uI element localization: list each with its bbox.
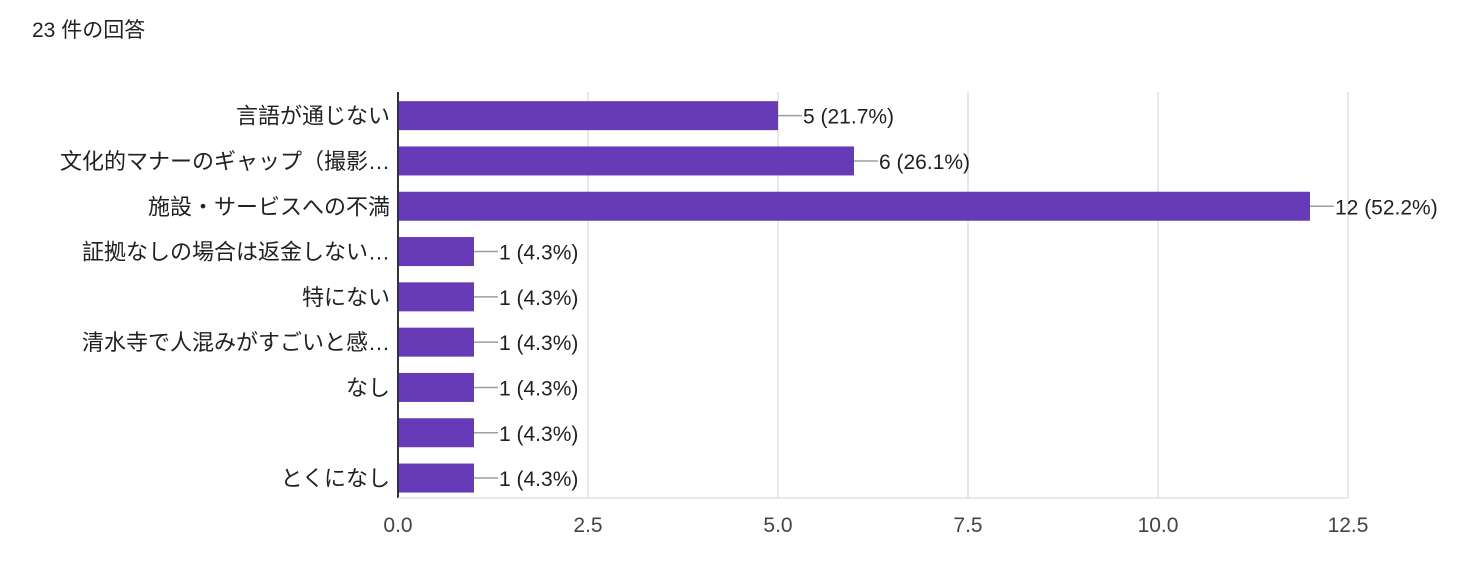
value-label: 6 (26.1%) (879, 151, 970, 174)
x-tick-label: 10.0 (1138, 514, 1179, 537)
category-label: なし (346, 375, 390, 400)
bar (398, 327, 474, 357)
x-tick-label: 0.0 (383, 514, 412, 537)
labels: 0.0 2.5 5.0 7.5 10.0 12.5 5 (21.7%) 言語が通じない 6 (2… (60, 104, 1438, 537)
bar (398, 101, 778, 131)
value-label: 1 (4.3%) (499, 423, 578, 446)
value-label: 1 (4.3%) (499, 242, 578, 265)
bar (398, 146, 854, 176)
bar (398, 463, 474, 493)
value-label: 12 (52.2%) (1335, 196, 1438, 219)
bar (398, 237, 474, 267)
grid-lines (587, 92, 1349, 498)
value-label: 1 (4.3%) (499, 468, 578, 491)
axes (397, 92, 1348, 499)
value-label: 1 (4.3%) (499, 332, 578, 355)
value-label: 5 (21.7%) (803, 106, 894, 129)
category-label: 施設・サービスへの不満 (148, 194, 390, 219)
category-label: とくになし (281, 466, 390, 491)
bars (398, 101, 1334, 493)
x-tick-label: 12.5 (1328, 514, 1369, 537)
value-label: 1 (4.3%) (499, 377, 578, 400)
x-tick-label: 7.5 (953, 514, 982, 537)
bar (398, 282, 474, 312)
value-label: 1 (4.3%) (499, 287, 578, 310)
bar (398, 418, 474, 448)
category-label: 清水寺で人混みがすごいと感… (82, 330, 390, 355)
category-label: 言語が通じない (236, 104, 390, 129)
bar (398, 191, 1310, 221)
x-tick-label: 5.0 (763, 514, 792, 537)
bar (398, 372, 474, 402)
category-label: 文化的マナーのギャップ（撮影… (60, 149, 390, 174)
category-label: 特にない (302, 285, 390, 310)
response-count: 23 件の回答 (32, 19, 146, 42)
category-label: 証拠なしの場合は返金しない… (82, 240, 390, 265)
x-tick-label: 2.5 (573, 514, 602, 537)
